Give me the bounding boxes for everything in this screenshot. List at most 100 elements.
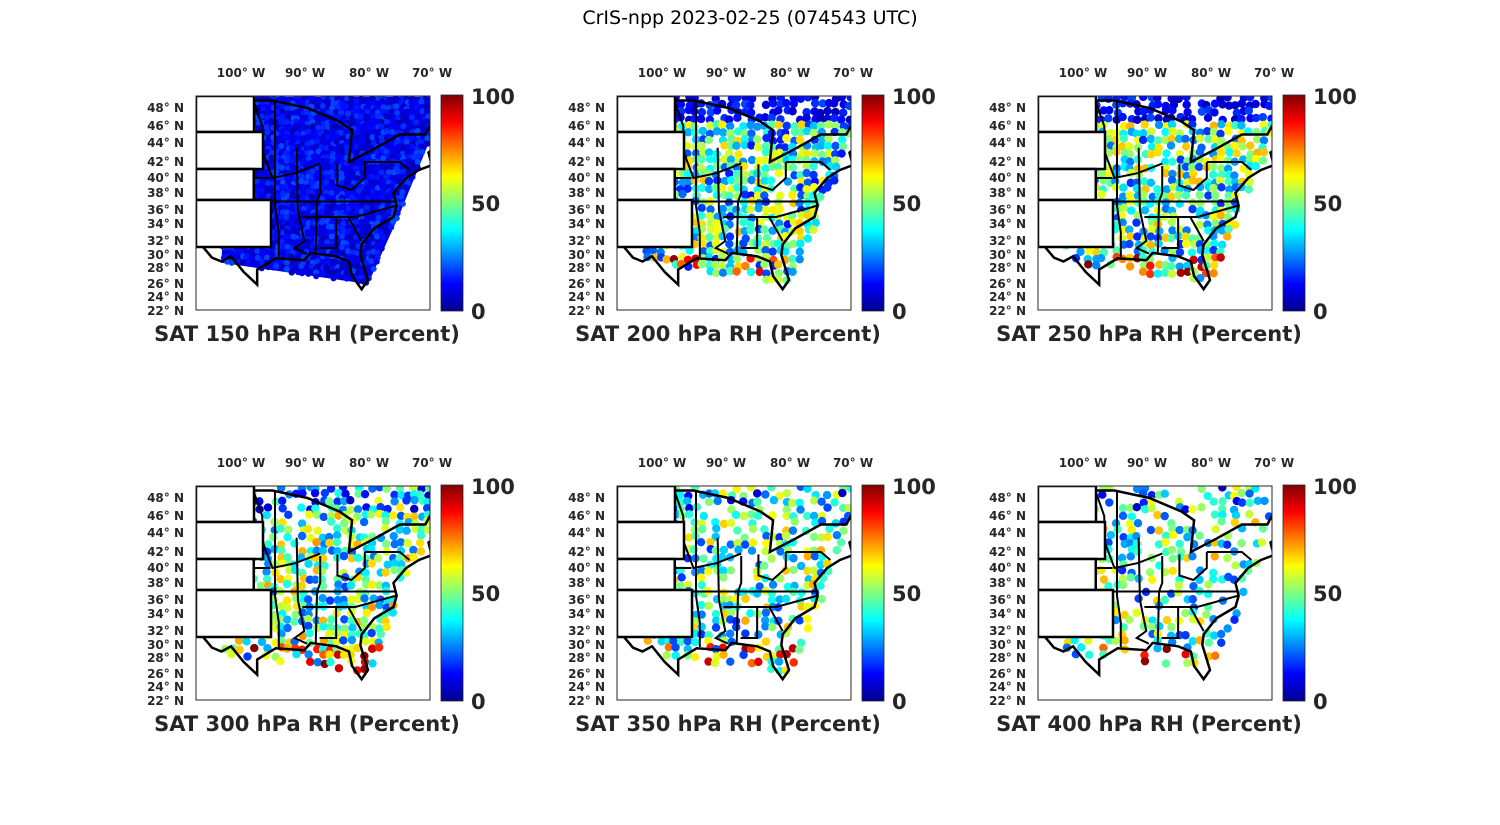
- rh-point: [358, 223, 365, 230]
- state-border: [1161, 217, 1180, 249]
- rh-point: [697, 183, 707, 193]
- rh-point: [1146, 150, 1156, 159]
- rh-point: [753, 191, 763, 200]
- rh-point: [379, 98, 386, 105]
- rh-point: [338, 264, 345, 271]
- rh-point: [300, 189, 307, 196]
- rh-point: [1181, 239, 1191, 248]
- rh-point: [375, 128, 382, 135]
- rh-point: [1167, 622, 1176, 632]
- lat-tick-label: 44° N: [568, 526, 605, 540]
- rh-point: [809, 225, 818, 234]
- western-state-outline: [196, 198, 273, 249]
- rh-point: [328, 190, 335, 197]
- rh-point: [318, 594, 327, 603]
- rh-point: [304, 510, 314, 519]
- rh-point: [1138, 96, 1148, 102]
- rh-point: [329, 195, 336, 202]
- rh-point: [374, 496, 383, 506]
- rh-point: [809, 162, 818, 171]
- rh-point: [264, 173, 271, 180]
- rh-point: [1117, 566, 1127, 575]
- rh-point: [760, 616, 770, 625]
- rh-point: [1194, 162, 1204, 172]
- rh-point: [810, 496, 819, 505]
- lon-tick-label: 80° W: [349, 66, 389, 80]
- rh-point: [809, 121, 819, 131]
- rh-point: [1216, 129, 1225, 138]
- rh-point: [311, 575, 320, 584]
- lat-tick-label: 28° N: [147, 261, 184, 275]
- rh-point: [683, 184, 692, 193]
- rh-point: [243, 248, 250, 255]
- rh-point: [313, 526, 322, 535]
- rh-point: [690, 652, 700, 662]
- rh-point: [1126, 573, 1136, 582]
- rh-point: [760, 260, 769, 269]
- lon-tick-label: 70° W: [412, 66, 452, 80]
- rh-point: [303, 124, 310, 131]
- lat-tick-label: 38° N: [147, 186, 184, 200]
- rh-point: [1134, 594, 1143, 603]
- rh-point: [783, 582, 792, 592]
- rh-point: [761, 246, 770, 255]
- rh-point: [705, 154, 715, 164]
- rh-point: [1245, 155, 1255, 164]
- rh-point: [373, 554, 383, 563]
- rh-point: [1092, 248, 1101, 257]
- rh-point: [234, 248, 241, 255]
- rh-point: [734, 545, 743, 554]
- rh-point: [797, 191, 806, 200]
- rh-point: [328, 145, 335, 152]
- rh-point: [725, 239, 734, 249]
- rh-point: [704, 177, 714, 186]
- rh-point: [726, 175, 736, 185]
- rh-point: [1132, 486, 1142, 494]
- rh-point: [375, 153, 382, 160]
- rh-point: [671, 651, 680, 660]
- rh-point: [385, 208, 392, 215]
- rh-point: [355, 120, 362, 127]
- rh-point: [389, 531, 398, 541]
- rh-point: [414, 128, 421, 135]
- rh-point: [383, 195, 390, 202]
- western-state-outline: [1038, 96, 1098, 134]
- western-state-outline: [1038, 588, 1115, 639]
- rh-point: [263, 168, 270, 175]
- rh-point: [1148, 616, 1157, 625]
- rh-point: [360, 489, 370, 499]
- rh-point: [320, 230, 327, 237]
- rh-point: [704, 567, 713, 576]
- lat-tick-label: 22° N: [989, 694, 1026, 708]
- rh-point: [683, 496, 692, 506]
- rh-point: [1218, 504, 1227, 513]
- rh-point: [1203, 246, 1212, 256]
- rh-point: [333, 650, 343, 659]
- rh-point: [268, 154, 275, 161]
- rh-point: [802, 511, 812, 521]
- rh-point: [381, 517, 390, 526]
- rh-point: [1224, 224, 1233, 234]
- rh-point: [754, 657, 763, 667]
- rh-point: [1237, 99, 1247, 108]
- rh-point: [706, 121, 715, 130]
- rh-point: [254, 254, 261, 261]
- rh-point: [1210, 135, 1220, 144]
- rh-point: [1118, 574, 1127, 584]
- rh-point: [1097, 190, 1106, 199]
- rh-point: [419, 149, 426, 156]
- state-border: [1178, 552, 1208, 582]
- lat-tick-label: 46° N: [989, 119, 1026, 133]
- rh-point: [767, 113, 776, 123]
- rh-point: [733, 113, 742, 122]
- rh-point: [279, 190, 286, 197]
- rh-point: [298, 263, 305, 270]
- rh-point: [676, 581, 685, 591]
- western-state-outline: [1038, 520, 1107, 561]
- lat-tick-label: 42° N: [147, 545, 184, 559]
- rh-point: [1162, 185, 1172, 194]
- rh-point: [725, 191, 734, 201]
- rh-point: [283, 133, 290, 140]
- rh-point: [761, 608, 771, 617]
- rh-point: [319, 103, 326, 110]
